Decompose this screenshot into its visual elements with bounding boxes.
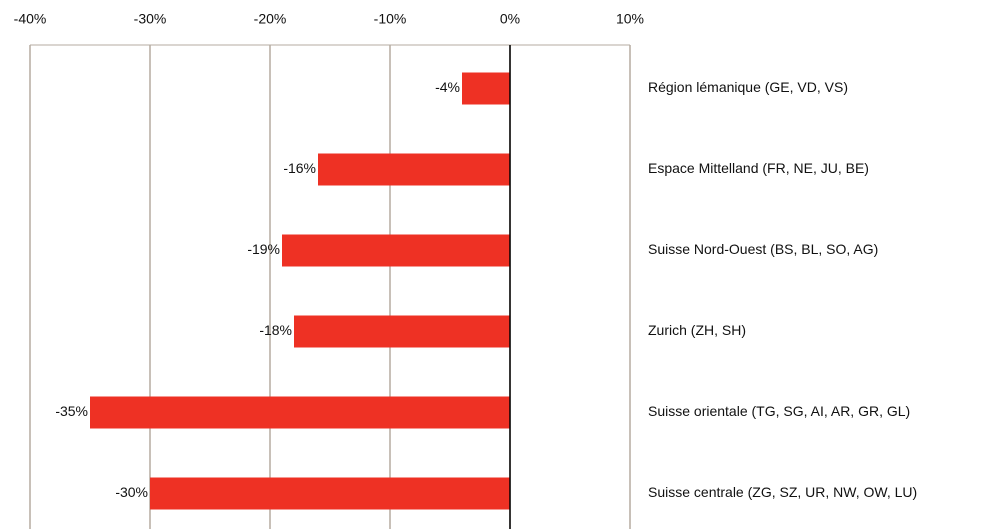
x-tick-label: -30% — [134, 11, 167, 27]
category-label: Région lémanique (GE, VD, VS) — [648, 79, 848, 95]
value-label: -4% — [435, 79, 460, 95]
x-tick-label: -10% — [374, 11, 407, 27]
bar — [90, 396, 510, 429]
value-label: -19% — [247, 241, 280, 257]
bar — [318, 153, 510, 186]
category-label: Suisse orientale (TG, SG, AI, AR, GR, GL… — [648, 403, 910, 419]
value-label: -18% — [259, 322, 292, 338]
x-tick-label: 10% — [616, 11, 644, 27]
category-label: Zurich (ZH, SH) — [648, 322, 746, 338]
bar — [294, 315, 510, 348]
x-tick-label: -40% — [14, 11, 47, 27]
bar — [462, 72, 510, 105]
x-tick-label: -20% — [254, 11, 287, 27]
category-label: Suisse centrale (ZG, SZ, UR, NW, OW, LU) — [648, 484, 917, 500]
value-label: -30% — [115, 484, 148, 500]
category-label: Espace Mittelland (FR, NE, JU, BE) — [648, 160, 869, 176]
bar — [282, 234, 510, 267]
x-tick-label: 0% — [500, 11, 520, 27]
value-label: -16% — [283, 160, 316, 176]
value-label: -35% — [55, 403, 88, 419]
bar — [150, 477, 510, 510]
category-label: Suisse Nord-Ouest (BS, BL, SO, AG) — [648, 241, 878, 257]
